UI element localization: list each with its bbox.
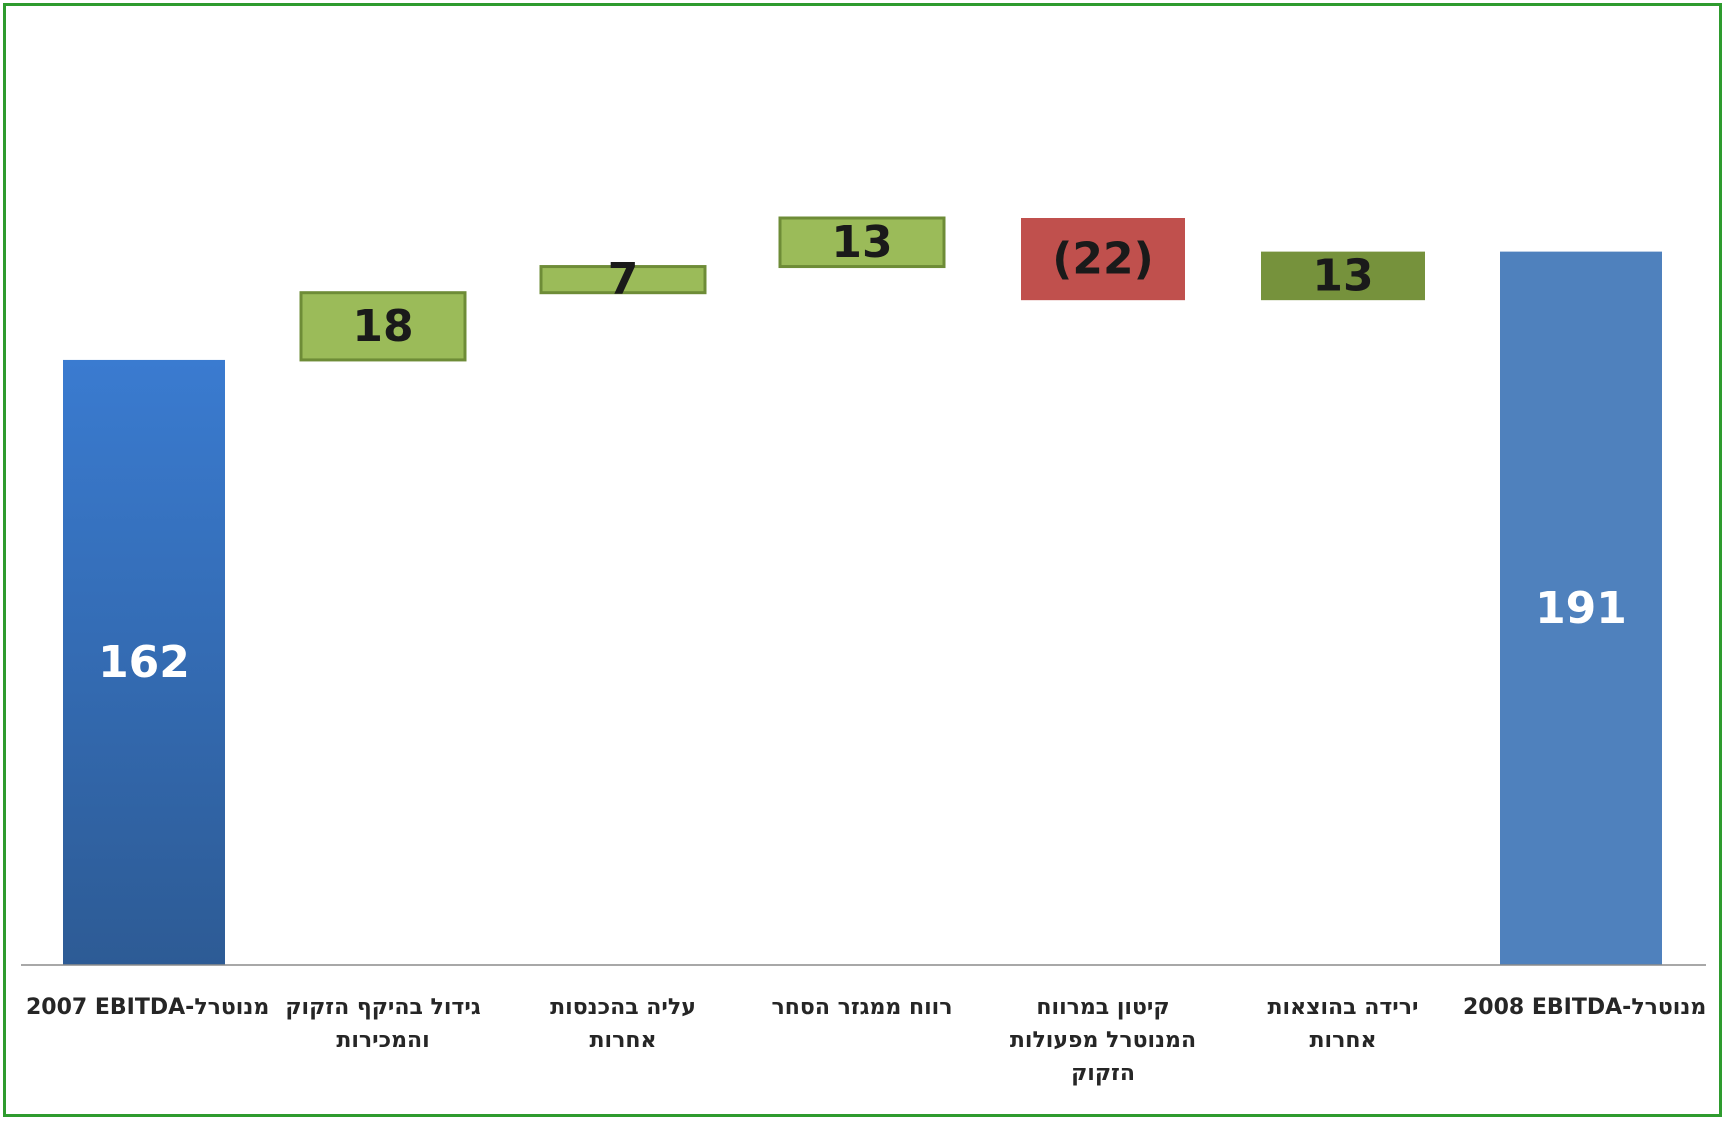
category-label-4: רווח ממגזר הסחר <box>771 995 953 1020</box>
data-label-6: 13 <box>1312 250 1373 301</box>
chart-frame: 162 18 7 13 (22) 13 191 2007 EBITDA-מנוטרל גידו… <box>3 3 1722 1117</box>
bar-2 <box>299 291 467 362</box>
data-label-4: 13 <box>831 217 892 268</box>
waterfall-chart: 162 18 7 13 (22) 13 191 <box>21 216 1706 966</box>
bar-4 <box>778 216 946 269</box>
data-label-3: 7 <box>608 254 639 305</box>
bar-5 <box>1021 218 1185 301</box>
category-label-2: גידול בהיקף הזקוק והמכירות <box>285 995 481 1053</box>
category-label-6: ירידה בהוצאות אחרות <box>1267 995 1419 1053</box>
category-label-3: עליה בהכנסות אחרות <box>550 995 696 1053</box>
data-label-1: 162 <box>98 637 190 688</box>
data-label-7: 191 <box>1535 583 1627 634</box>
bar-3 <box>539 265 707 295</box>
category-label-5: קיטון במרווח המנוטרל מפעולות הזקוק <box>1009 995 1197 1086</box>
bar-7 <box>1500 251 1662 966</box>
bar-6 <box>1261 251 1425 301</box>
data-label-2: 18 <box>352 301 413 352</box>
bar-1 <box>63 359 225 965</box>
category-label-7: 2008 EBITDA-מנוטרל <box>1463 995 1707 1020</box>
data-label-5: (22) <box>1052 234 1153 285</box>
category-label-1: 2007 EBITDA-מנוטרל <box>26 995 270 1020</box>
